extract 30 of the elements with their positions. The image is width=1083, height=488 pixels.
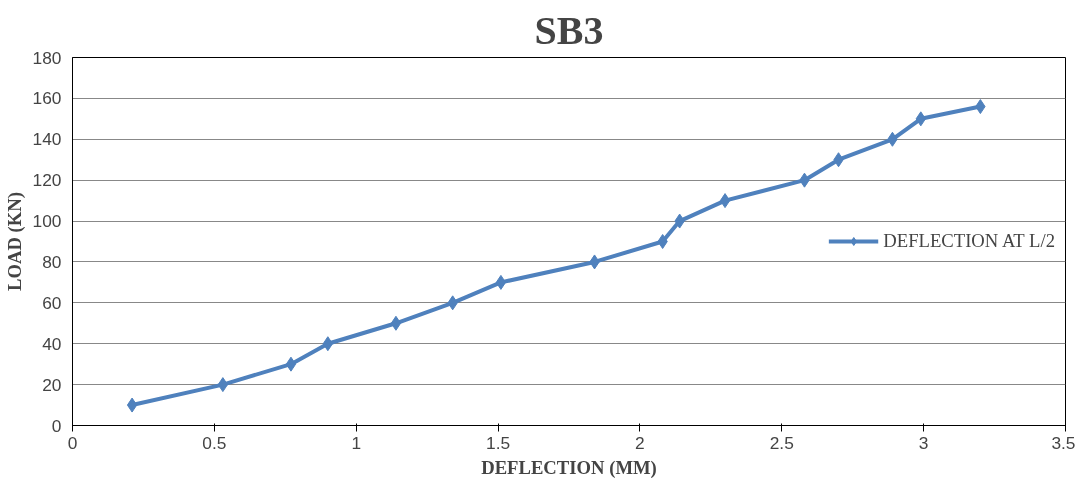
x-tick-label: 3.5 — [1051, 432, 1076, 453]
point — [285, 356, 297, 372]
y-tick-label: 180 — [32, 47, 62, 68]
x-tick-label: 0 — [67, 432, 78, 453]
y-tick-label: 60 — [42, 292, 62, 313]
y-tick-label: 40 — [42, 333, 62, 354]
x-tick-label: 2 — [635, 432, 645, 453]
chart-title: SB3 — [534, 7, 604, 53]
point — [719, 193, 731, 209]
legend-label: DEFLECTION AT L/2 — [883, 230, 1055, 252]
y-tick-label: 140 — [32, 129, 62, 150]
point — [657, 234, 668, 249]
x-tick-label: 1 — [351, 432, 362, 453]
y-axis-title: LOAD (KN) — [3, 192, 26, 291]
point — [322, 336, 334, 352]
x-axis-title: DEFLECTION (MM) — [481, 456, 657, 479]
y-tick-label: 120 — [32, 170, 62, 191]
y-tick-label: 160 — [32, 88, 62, 109]
y-tick-label: 80 — [42, 251, 62, 272]
point — [495, 274, 507, 290]
y-tick-label: 100 — [32, 211, 62, 232]
point — [390, 315, 402, 331]
x-tick-label: 3 — [918, 432, 929, 453]
x-tick-label: 0.5 — [202, 432, 227, 453]
point — [126, 397, 138, 413]
x-tick-label: 2.5 — [769, 432, 794, 453]
y-tick-label: 20 — [42, 374, 62, 395]
point — [217, 377, 229, 393]
x-tick-label: 1.5 — [486, 432, 511, 453]
y-tick-label: 0 — [51, 415, 62, 436]
